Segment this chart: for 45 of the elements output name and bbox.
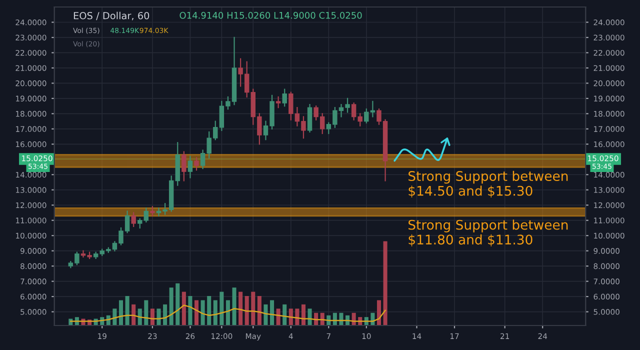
candlestick	[282, 88, 287, 107]
candlestick	[351, 102, 356, 120]
bar	[176, 283, 180, 326]
bar	[238, 292, 243, 326]
bar	[213, 300, 218, 326]
bar	[144, 300, 148, 326]
bar	[232, 288, 236, 326]
candlestick	[194, 157, 199, 171]
bar	[194, 300, 199, 326]
bar	[220, 292, 224, 326]
candlestick	[131, 212, 136, 227]
candlestick	[150, 206, 155, 216]
candlestick	[188, 156, 193, 178]
bar	[282, 304, 287, 326]
bar	[182, 292, 186, 326]
bar	[200, 300, 205, 326]
bar	[383, 241, 388, 326]
candlestick	[307, 104, 312, 133]
band-label: Strong Support between $14.50 and $15.30	[408, 170, 568, 198]
bar	[118, 300, 124, 326]
bar	[244, 296, 249, 326]
bar	[169, 288, 174, 326]
bar	[376, 300, 382, 326]
bar	[264, 304, 268, 326]
bar	[301, 304, 306, 326]
bar	[207, 296, 212, 326]
candlestick	[182, 151, 186, 182]
bar	[188, 296, 192, 326]
candlestick	[144, 208, 149, 222]
bar	[251, 292, 256, 326]
candlestick	[138, 218, 142, 229]
annotation: O14.9140 H15.0260 L14.9000 C15.0250	[180, 12, 362, 19]
bar	[257, 296, 262, 326]
candlestick	[276, 96, 281, 108]
bar	[270, 300, 274, 326]
band-label: Strong Support between $11.80 and $11.30	[408, 220, 568, 246]
bar	[132, 304, 136, 326]
bar	[226, 300, 230, 326]
bar	[163, 304, 168, 326]
chart-title: EOS / Dollar, 60	[74, 12, 150, 20]
bar	[288, 308, 293, 326]
bar	[125, 296, 130, 326]
bar	[156, 308, 161, 326]
candlestick	[358, 113, 362, 126]
bar	[339, 312, 344, 326]
